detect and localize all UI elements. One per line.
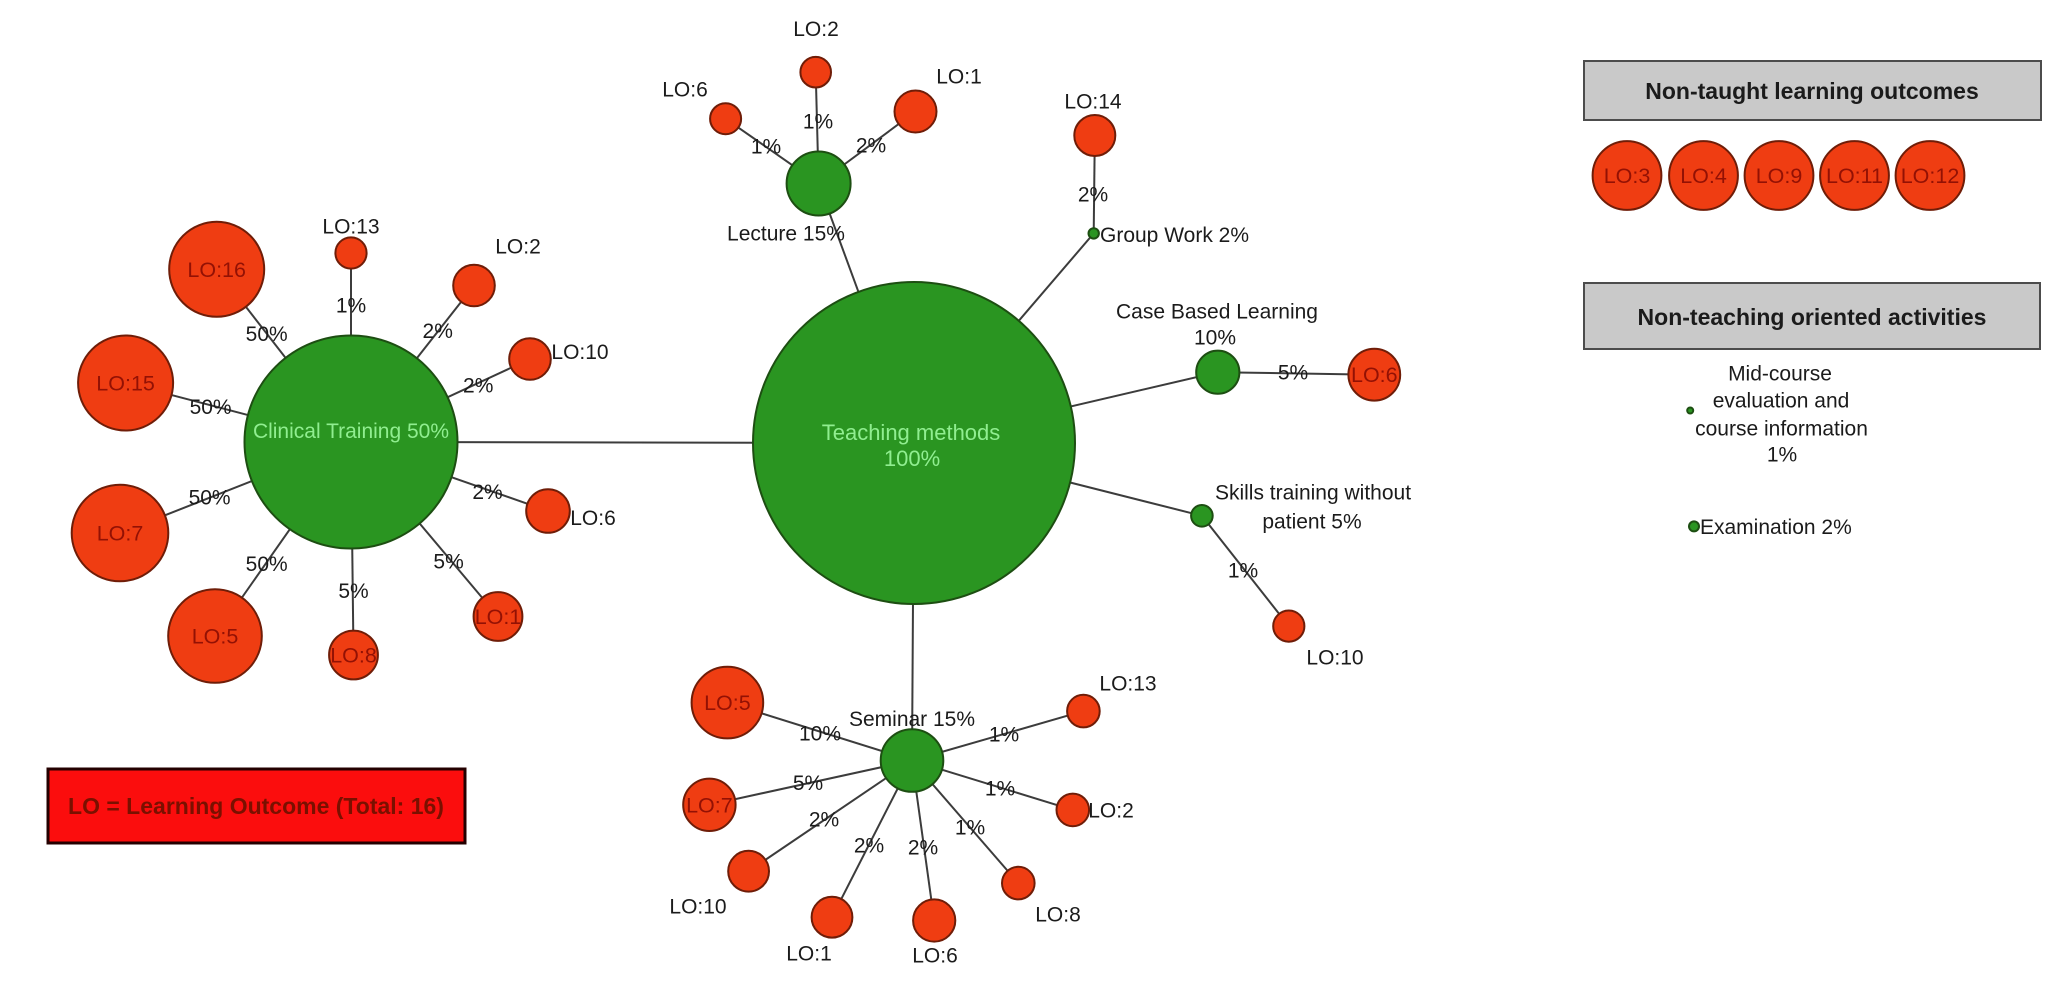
svg-text:2%: 2% — [854, 835, 884, 858]
svg-text:50%: 50% — [246, 323, 288, 346]
svg-text:5%: 5% — [433, 550, 463, 573]
svg-text:LO:10: LO:10 — [669, 896, 726, 919]
svg-text:Case Based Learning: Case Based Learning — [1116, 301, 1318, 324]
svg-text:5%: 5% — [1278, 362, 1308, 385]
svg-text:LO:6: LO:6 — [662, 79, 708, 102]
svg-text:Non-teaching oriented activiti: Non-teaching oriented activities — [1638, 304, 1987, 330]
svg-text:1%: 1% — [1228, 560, 1258, 583]
svg-text:LO:6: LO:6 — [570, 507, 616, 530]
svg-text:2%: 2% — [809, 809, 839, 832]
svg-text:course information: course information — [1695, 418, 1868, 441]
svg-text:LO = Learning Outcome (Total:: LO = Learning Outcome (Total: 16) — [68, 793, 444, 819]
svg-text:1%: 1% — [751, 136, 781, 159]
svg-text:LO:10: LO:10 — [1306, 647, 1363, 670]
svg-text:evaluation and: evaluation and — [1713, 390, 1850, 413]
svg-text:50%: 50% — [189, 486, 231, 509]
svg-text:5%: 5% — [338, 580, 368, 603]
svg-text:10%: 10% — [1194, 327, 1236, 350]
svg-text:LO:16: LO:16 — [187, 258, 246, 282]
svg-text:1%: 1% — [803, 111, 833, 134]
svg-text:LO:6: LO:6 — [912, 945, 958, 968]
svg-text:10%: 10% — [799, 723, 841, 746]
svg-text:LO:3: LO:3 — [1604, 164, 1651, 188]
svg-text:Lecture 15%: Lecture 15% — [727, 223, 845, 246]
svg-text:LO:7: LO:7 — [686, 793, 733, 817]
svg-text:LO:9: LO:9 — [1756, 164, 1803, 188]
svg-text:LO:5: LO:5 — [704, 691, 751, 715]
svg-text:LO:11: LO:11 — [1826, 164, 1883, 188]
svg-text:50%: 50% — [246, 553, 288, 576]
svg-text:Group Work 2%: Group Work 2% — [1100, 224, 1249, 247]
svg-text:LO:2: LO:2 — [793, 18, 839, 41]
svg-text:Teaching methods: Teaching methods — [822, 420, 1001, 445]
svg-text:LO:15: LO:15 — [96, 372, 155, 396]
svg-text:Non-taught learning outcomes: Non-taught learning outcomes — [1645, 78, 1979, 104]
svg-text:Skills training without: Skills training without — [1215, 482, 1411, 505]
svg-text:LO:1: LO:1 — [936, 66, 982, 89]
svg-text:patient 5%: patient 5% — [1262, 511, 1361, 534]
svg-text:Clinical Training 50%: Clinical Training 50% — [253, 420, 449, 443]
svg-text:LO:1: LO:1 — [475, 605, 522, 629]
svg-text:5%: 5% — [793, 772, 823, 795]
svg-text:100%: 100% — [884, 446, 940, 471]
svg-text:2%: 2% — [856, 135, 886, 158]
svg-text:LO:10: LO:10 — [551, 341, 608, 364]
svg-text:1%: 1% — [955, 817, 985, 840]
svg-text:Seminar 15%: Seminar 15% — [849, 708, 975, 731]
svg-text:Mid-course: Mid-course — [1728, 363, 1832, 386]
svg-text:LO:2: LO:2 — [1088, 800, 1134, 823]
svg-text:LO:12: LO:12 — [1901, 164, 1960, 188]
svg-text:LO:13: LO:13 — [322, 216, 379, 239]
svg-text:LO:1: LO:1 — [786, 943, 832, 966]
svg-text:LO:8: LO:8 — [1035, 904, 1081, 927]
svg-text:LO:8: LO:8 — [330, 644, 377, 668]
svg-text:1%: 1% — [985, 778, 1015, 801]
svg-text:2%: 2% — [423, 320, 453, 343]
svg-text:Examination 2%: Examination 2% — [1700, 516, 1852, 539]
svg-text:1%: 1% — [336, 295, 366, 318]
svg-text:LO:13: LO:13 — [1099, 673, 1156, 696]
svg-text:LO:14: LO:14 — [1064, 91, 1122, 114]
svg-text:50%: 50% — [190, 396, 232, 419]
svg-text:LO:4: LO:4 — [1680, 164, 1727, 188]
svg-text:1%: 1% — [1767, 444, 1797, 467]
svg-text:2%: 2% — [1078, 184, 1108, 207]
svg-text:LO:6: LO:6 — [1351, 363, 1398, 387]
svg-text:LO:2: LO:2 — [495, 236, 541, 259]
svg-text:LO:7: LO:7 — [97, 522, 144, 546]
svg-text:2%: 2% — [472, 481, 502, 504]
svg-text:1%: 1% — [989, 724, 1019, 747]
svg-text:2%: 2% — [908, 837, 938, 860]
svg-text:2%: 2% — [463, 375, 493, 398]
svg-text:LO:5: LO:5 — [192, 625, 239, 649]
